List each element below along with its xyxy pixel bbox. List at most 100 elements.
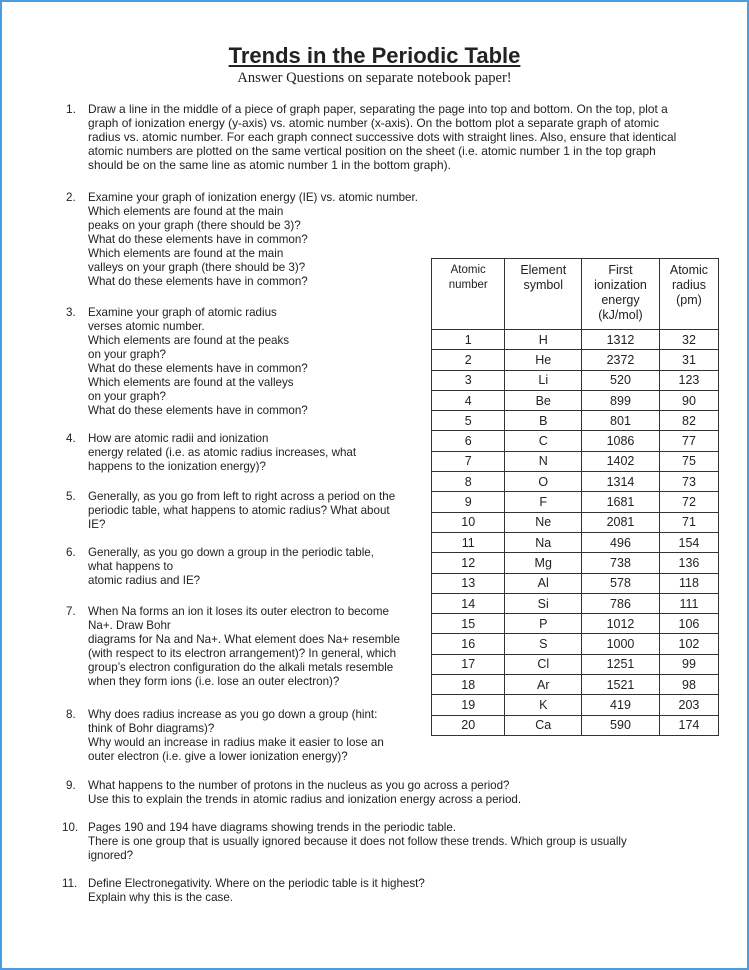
question-line: ignored? [88,849,134,862]
question-line: when they form ions (i.e. lose an outer … [88,675,340,688]
table-cell: 102 [658,633,720,655]
table-cell: 2372 [581,349,660,371]
question-line: diagrams for Na and Na+. What element do… [88,633,400,646]
question-number: 3. [66,306,76,319]
question-line: When Na forms an ion it loses its outer … [88,605,389,618]
table-cell: 71 [658,511,720,533]
question-line: radius vs. atomic number. For each graph… [88,130,677,144]
element-data-table: Atomic number Element symbol First ionizat… [430,258,720,736]
table-cell: 801 [581,410,660,432]
table-cell: 1521 [581,674,660,696]
question-text: Pages 190 and 194 have diagrams showing … [88,821,627,863]
question-line: Define Electronegativity. Where on the p… [88,877,425,890]
question-number: 11. [62,877,78,890]
question-number: 1. [66,102,76,116]
table-cell: 15 [430,613,506,635]
question-text: What happens to the number of protons in… [88,779,521,807]
question-line: What do these elements have in common? [88,233,308,246]
question-text: Define Electronegativity. Where on the p… [88,877,425,905]
table-cell: Na [504,531,583,554]
question-line: Generally, as you go down a group in the… [88,546,374,559]
table-cell: 419 [581,694,660,716]
table-cell: 578 [581,572,660,594]
question-line: How are atomic radii and ionization [88,432,269,445]
table-cell: 520 [581,369,660,391]
table-cell: C [504,430,583,452]
column-header: Atomic radius (pm) [658,258,720,330]
table-cell: 99 [658,653,720,676]
question-line: Examine your graph of atomic radius [88,306,277,319]
table-cell: 75 [658,450,720,473]
table-cell: 1312 [581,328,660,351]
title-text: Trends in the Periodic Table [228,43,521,68]
table-cell: 8 [430,471,506,493]
question-number: 6. [66,546,76,559]
question-line: What do these elements have in common? [88,275,308,288]
question-text: Draw a line in the middle of a piece of … [88,102,676,172]
table-row: 19 K 419 203 [430,694,720,716]
table-cell: 496 [581,531,660,554]
table-cell: 12 [430,552,506,574]
table-cell: 106 [658,613,720,635]
question-text: Examine your graph of ionization energy … [88,191,418,289]
question-line: Explain why this is the case. [88,891,233,904]
question-line: Generally, as you go from left to right … [88,490,396,503]
question-line: Which elements are found at the peaks [88,334,290,347]
table-row: 2 He 2372 31 [430,349,720,371]
question-4: 4. How are atomic radii and ionization ene… [66,432,356,474]
question-number: 2. [66,191,76,204]
question-line: happens to the ionization energy)? [88,460,266,473]
table-cell: S [504,633,583,655]
table-cell: Cl [504,653,583,676]
table-cell: B [504,410,583,432]
question-line: Draw a line in the middle of a piece of … [88,102,668,116]
page-subtitle: Answer Questions on separate notebook pa… [237,70,512,86]
question-line: what happens to [88,560,174,573]
table-row: 1 H 1312 32 [430,328,720,351]
question-line: There is one group that is usually ignor… [88,835,627,848]
table-cell: K [504,694,583,716]
question-line: Why does radius increase as you go down … [88,708,378,721]
table-cell: Ar [504,674,583,696]
question-number: 7. [66,605,76,618]
question-text: How are atomic radii and ionization energ… [88,432,356,474]
table-cell: Ne [504,511,583,533]
question-line: What do these elements have in common? [88,404,308,417]
question-9: 9. What happens to the number of protons … [66,779,521,807]
question-text: Examine your graph of atomic radius verse… [88,306,308,418]
table-cell: 590 [581,714,660,736]
question-3: 3. Examine your graph of atomic radius ver… [66,306,308,418]
table-cell: 4 [430,389,506,412]
table-cell: 82 [658,410,720,432]
table-cell: 123 [658,369,720,391]
table-cell: 3 [430,369,506,391]
table-cell: 1000 [581,633,660,655]
question-line: group’s electron configuration do the al… [88,661,394,674]
table-cell: Al [504,572,583,594]
table-cell: 1 [430,328,506,351]
table-cell: 1402 [581,450,660,473]
table-row: 18 Ar 1521 98 [430,674,720,696]
table-cell: 1681 [581,491,660,513]
question-line: valleys on your graph (there should be 3… [88,261,306,274]
question-1: 1. Draw a line in the middle of a piece o… [66,102,676,172]
question-line: periodic table, what happens to atomic r… [88,504,390,517]
table-cell: 72 [658,491,720,513]
table-cell: 14 [430,592,506,615]
table-cell: 2 [430,349,506,371]
question-line: Which elements are found at the valleys [88,376,294,389]
question-2: 2. Examine your graph of ionization energ… [66,191,418,289]
table-cell: 13 [430,572,506,594]
question-8: 8. Why does radius increase as you go dow… [66,708,384,764]
table-header-row: Atomic number Element symbol First ionizat… [430,258,720,330]
table-cell: H [504,328,583,351]
question-number: 4. [66,432,76,445]
question-number: 5. [66,490,76,503]
page-title: Trends in the Periodic Table [0,43,749,69]
question-line: Examine your graph of ionization energy … [88,191,418,204]
table-cell: 1251 [581,653,660,676]
table-cell: N [504,450,583,473]
table-cell: 77 [658,430,720,452]
table-cell: 154 [658,531,720,554]
question-line: atomic numbers are plotted on the same v… [88,144,656,158]
